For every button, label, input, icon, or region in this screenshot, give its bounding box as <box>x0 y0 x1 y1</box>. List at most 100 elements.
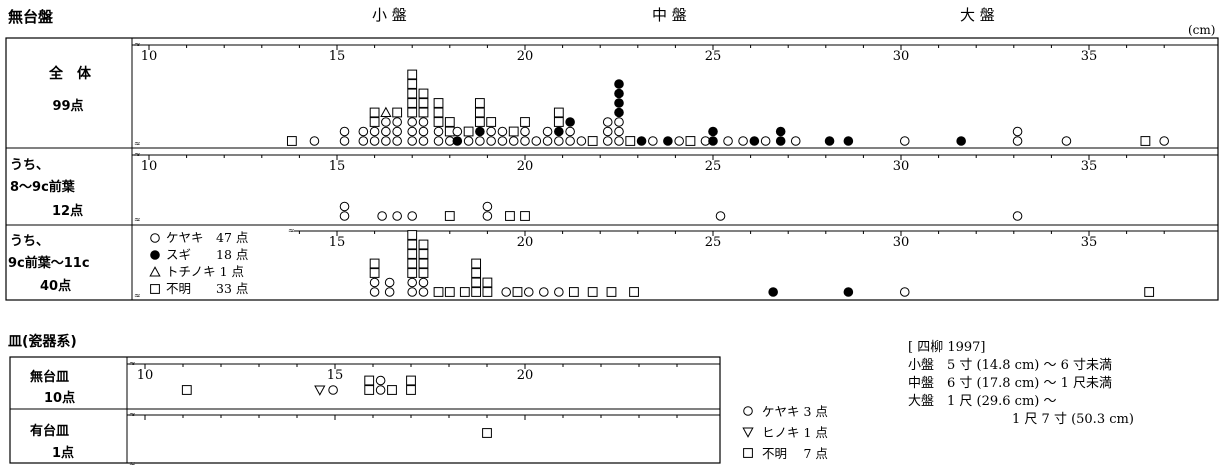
axis-break-mark: ≈ <box>134 215 141 224</box>
data-point-sq <box>629 287 639 297</box>
data-point-f <box>663 136 673 146</box>
data-point-o <box>486 126 496 137</box>
data-point-o <box>418 117 429 127</box>
top-panel-frame <box>5 37 1219 301</box>
data-point-sq <box>471 268 482 278</box>
data-point-f <box>708 126 718 137</box>
top-tick-label-25: 25 <box>705 235 722 250</box>
bottom-panel-frame <box>9 356 721 464</box>
data-point-sq <box>508 126 519 137</box>
top-tick-label-15: 15 <box>329 159 346 174</box>
data-point-sq <box>512 287 523 297</box>
data-point-o <box>375 375 386 386</box>
data-point-sq <box>459 287 470 297</box>
data-point-o <box>542 126 553 137</box>
data-point-f <box>614 79 624 89</box>
data-point-sq <box>369 107 380 118</box>
data-point-f <box>824 136 835 146</box>
data-point-f <box>636 136 647 146</box>
data-point-o <box>576 136 587 146</box>
bottom-tick-label-10: 10 <box>137 368 154 383</box>
data-point-sq <box>433 117 444 127</box>
axis-break-mark: ≈ <box>134 40 141 49</box>
axis-break-mark: ≈ <box>288 226 295 235</box>
legend-b-keyaki-label: ケヤキ 3 点 <box>762 404 828 419</box>
top-tick-label-20: 20 <box>517 49 534 64</box>
data-point-o <box>723 136 733 146</box>
row-early-period: 8〜9c前葉 <box>10 179 76 195</box>
data-point-o <box>1012 126 1023 137</box>
data-point-o <box>738 136 748 146</box>
data-point-sq <box>433 107 444 118</box>
data-point-o <box>554 136 564 146</box>
legend-bottom-symbol-o <box>743 406 753 416</box>
data-point-f <box>775 126 786 137</box>
data-point-sq <box>418 88 429 99</box>
data-point-sq <box>444 211 455 221</box>
top-tick-label-25: 25 <box>705 49 722 64</box>
data-point-sq <box>433 98 444 108</box>
data-point-sq <box>471 287 482 297</box>
data-point-o <box>486 136 496 146</box>
data-point-o <box>328 385 338 395</box>
data-point-o <box>358 136 369 146</box>
top-tick-label-35: 35 <box>1081 235 1098 250</box>
data-point-sq <box>568 287 579 297</box>
data-point-sq <box>407 69 418 80</box>
data-point-f <box>749 136 760 146</box>
data-point-f <box>554 126 564 137</box>
data-point-f <box>614 107 624 118</box>
data-point-o <box>339 136 350 146</box>
axis-break-mark: ≈ <box>134 291 141 300</box>
data-point-o <box>501 287 512 297</box>
data-point-f <box>843 287 854 297</box>
top-tick-label-25: 25 <box>705 159 722 174</box>
data-point-sq <box>520 211 530 221</box>
data-point-o <box>648 136 658 146</box>
bottom-tick-label-20: 20 <box>517 368 534 383</box>
data-point-o <box>392 211 402 221</box>
row-early-title: うち、 <box>10 158 49 173</box>
data-point-sq <box>392 107 403 118</box>
small-dish-label: 小 盤 <box>372 6 407 24</box>
data-point-sq <box>1140 136 1151 146</box>
data-point-o <box>760 136 771 146</box>
data-point-f <box>475 126 485 137</box>
reference-large: 大盤 1 尺 (29.6 cm) 〜 <box>908 394 1057 409</box>
data-point-o <box>497 136 508 146</box>
data-point-o <box>539 287 549 297</box>
data-point-sq <box>407 249 418 259</box>
legend-top-symbol-o <box>150 233 160 243</box>
data-point-o <box>392 117 402 127</box>
data-point-f <box>843 136 854 146</box>
data-point-o <box>407 211 418 221</box>
data-point-o <box>497 126 508 137</box>
data-point-o <box>1159 136 1169 146</box>
data-point-sq <box>474 107 485 118</box>
data-point-sq <box>407 79 418 89</box>
top-tick-label-10: 10 <box>141 49 158 64</box>
data-point-o <box>531 136 542 146</box>
axis-break-mark: ≈ <box>129 459 136 468</box>
data-point-sq <box>369 117 380 127</box>
reference-large-limit: 1 尺 7 寸 (50.3 cm) <box>1012 412 1134 427</box>
data-point-f <box>768 287 778 297</box>
data-point-o <box>602 126 613 137</box>
data-point-sq <box>606 287 617 297</box>
data-point-o <box>614 117 624 127</box>
data-point-sq <box>364 375 375 386</box>
data-point-sq <box>418 258 429 269</box>
data-point-o <box>602 136 613 146</box>
data-point-o <box>407 136 418 146</box>
data-point-sq <box>407 258 418 269</box>
legend-keyaki-label: ケヤキ 47 点 <box>166 230 248 245</box>
data-point-o <box>407 117 418 127</box>
data-point-o <box>384 287 395 297</box>
data-point-o <box>369 136 380 146</box>
top-tick-label-15: 15 <box>329 49 346 64</box>
data-point-vtri <box>314 385 326 396</box>
row-all-title: 全 体 <box>48 65 92 82</box>
unit-label: (cm) <box>1188 23 1215 37</box>
data-point-sq <box>482 287 493 297</box>
